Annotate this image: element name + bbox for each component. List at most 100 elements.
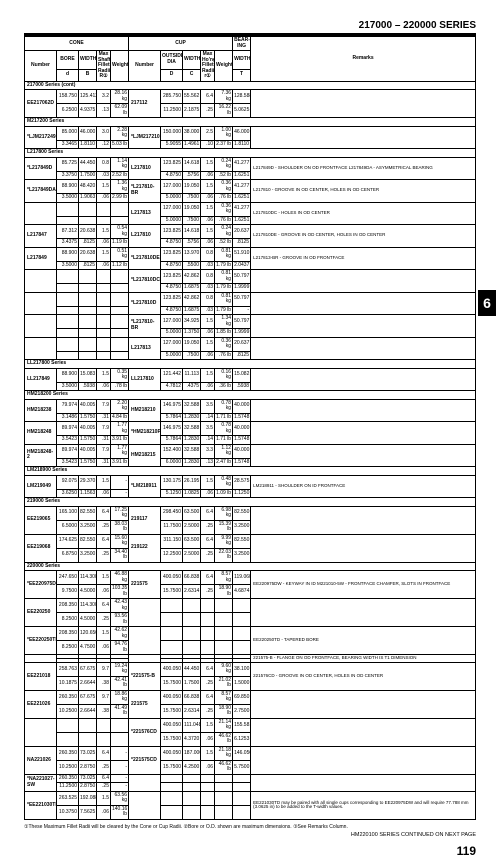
remarks-cell: 221575-B - FLANGE ON OD FRONTFACE, BEARI… <box>251 655 476 663</box>
cell: 1.36 kg <box>111 180 129 194</box>
hdr-width-t: WIDTH <box>233 51 251 70</box>
cell: L217849 <box>25 247 57 270</box>
cell: 1.5750 <box>79 436 97 445</box>
remarks-cell <box>251 690 476 718</box>
cell: .8125 <box>79 239 97 248</box>
cell: 4.84 lb <box>111 413 129 422</box>
cell <box>57 270 79 284</box>
cell: 127.000 <box>161 180 183 194</box>
remarks-cell <box>251 337 476 360</box>
cell: 10.3750 <box>57 805 79 819</box>
hdr-od: OUTSIDE DIA <box>161 51 183 70</box>
cell: 1.0825 <box>183 489 201 498</box>
hdr-weight-cup: Weight <box>215 51 233 82</box>
cell <box>111 306 129 315</box>
cell <box>57 216 79 225</box>
cell <box>111 718 129 732</box>
cell: 0.36 kg <box>215 337 233 351</box>
cell: 12.2500 <box>161 548 183 562</box>
section-header: L217800 Series <box>25 149 476 158</box>
cell <box>79 216 97 225</box>
cell <box>161 641 183 655</box>
cell: 1.5 <box>97 247 111 261</box>
cell: 50.797 <box>233 315 251 329</box>
cell: 28.575 <box>233 475 251 489</box>
cell <box>111 270 129 284</box>
cell: 0.8 <box>97 157 111 171</box>
cell: 3.5000 <box>57 194 79 203</box>
remarks-cell <box>251 599 476 627</box>
cell: 5.0000 <box>161 194 183 203</box>
cell <box>79 284 97 293</box>
cell: .25 <box>201 585 215 599</box>
cell: 221575 <box>129 690 161 718</box>
cell: 0.51 kg <box>111 247 129 261</box>
cell: 1.5 <box>201 315 215 329</box>
cell: 1.9063 <box>79 194 97 203</box>
cell: 6.4 <box>97 534 111 548</box>
cell: 400.050 <box>161 662 183 676</box>
hdr-B: B <box>79 69 97 81</box>
cell: 219117 <box>129 506 161 534</box>
cell: 41.49 lb <box>111 704 129 718</box>
cell: 2.6314 <box>183 585 201 599</box>
hdr-number-cone: Number <box>25 51 57 82</box>
cell: 18.86 kg <box>111 690 129 704</box>
cell <box>97 315 111 329</box>
cell: 1.34 kg <box>215 315 233 329</box>
cell: 38.000 <box>183 126 201 140</box>
cell: .06 <box>201 194 215 203</box>
cell <box>97 292 111 306</box>
cell: 6.4 <box>201 506 215 520</box>
cell: 4.8750 <box>161 306 183 315</box>
cell: 0.8 <box>201 247 215 261</box>
page-number: 119 <box>24 844 476 858</box>
cell <box>57 329 79 338</box>
cell: 38.100 <box>233 662 251 676</box>
cell: 34.40 lb <box>111 548 129 562</box>
cell: LL217810 <box>129 368 161 391</box>
cell: 119.060 <box>233 571 251 585</box>
cell: 4.2500 <box>183 760 201 774</box>
cell: 260.350 <box>57 746 79 760</box>
cell: 26.195 <box>183 475 201 489</box>
cell: 2.7500 <box>233 704 251 718</box>
cell <box>201 613 215 627</box>
cell <box>79 202 97 216</box>
cell <box>215 805 233 819</box>
cell <box>215 627 233 641</box>
cell: 55.562 <box>183 90 201 104</box>
cell: 28.16 kg <box>111 90 129 104</box>
cell: 15.082 <box>233 368 251 382</box>
cell: 1.4961 <box>183 140 201 149</box>
cell: 1.71 lb <box>215 436 233 445</box>
section-header: 217000 Series (cont) <box>25 81 476 90</box>
cell: .14 <box>201 436 215 445</box>
cell: 46.62 lb <box>215 760 233 774</box>
cell: 1.2830 <box>183 436 201 445</box>
cell: LL217849 <box>25 368 57 391</box>
cell <box>111 292 129 306</box>
cell: 6.1253 <box>233 732 251 746</box>
cell: .03 <box>97 171 111 180</box>
cell: *221576CD <box>129 718 161 746</box>
cell: 123.825 <box>161 157 183 171</box>
cell: HM218248 <box>25 422 57 445</box>
cell: .06 <box>201 239 215 248</box>
cell <box>97 270 111 284</box>
cell: EE219065 <box>25 506 57 534</box>
cell: 1.2830 <box>183 458 201 467</box>
cell <box>233 599 251 613</box>
cell: 103.35 lb <box>111 585 129 599</box>
cell: 127.000 <box>161 315 183 329</box>
cell: 4.8750 <box>161 171 183 180</box>
remarks-cell <box>251 422 476 445</box>
cell <box>79 315 97 329</box>
cell <box>97 732 111 746</box>
cell: 5.9055 <box>161 140 183 149</box>
cell: 140.16 lb <box>111 805 129 819</box>
cell: 400.050 <box>161 746 183 760</box>
cell: 18.90 lb <box>215 704 233 718</box>
cell <box>79 337 97 351</box>
cell: HM218210 <box>129 399 161 422</box>
